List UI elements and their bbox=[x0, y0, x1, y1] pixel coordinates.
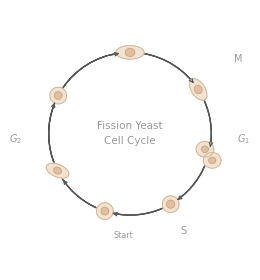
Text: S: S bbox=[180, 225, 186, 235]
Text: $G_1$: $G_1$ bbox=[237, 132, 251, 146]
Polygon shape bbox=[202, 146, 208, 152]
Polygon shape bbox=[116, 46, 144, 59]
Polygon shape bbox=[203, 153, 221, 168]
Polygon shape bbox=[96, 203, 113, 220]
Polygon shape bbox=[167, 200, 175, 208]
Polygon shape bbox=[50, 87, 67, 104]
Polygon shape bbox=[125, 48, 135, 56]
Polygon shape bbox=[54, 92, 62, 99]
Text: $G_2$: $G_2$ bbox=[9, 132, 23, 146]
Polygon shape bbox=[194, 85, 202, 94]
Text: Start: Start bbox=[114, 231, 134, 240]
Polygon shape bbox=[101, 207, 109, 215]
Polygon shape bbox=[190, 79, 207, 100]
Polygon shape bbox=[46, 163, 69, 178]
Text: Cell Cycle: Cell Cycle bbox=[104, 136, 156, 146]
Text: Fission Yeast: Fission Yeast bbox=[97, 122, 163, 131]
Polygon shape bbox=[54, 167, 61, 174]
Polygon shape bbox=[196, 141, 214, 157]
Text: M: M bbox=[234, 54, 243, 64]
Polygon shape bbox=[209, 157, 216, 164]
Polygon shape bbox=[162, 196, 179, 213]
